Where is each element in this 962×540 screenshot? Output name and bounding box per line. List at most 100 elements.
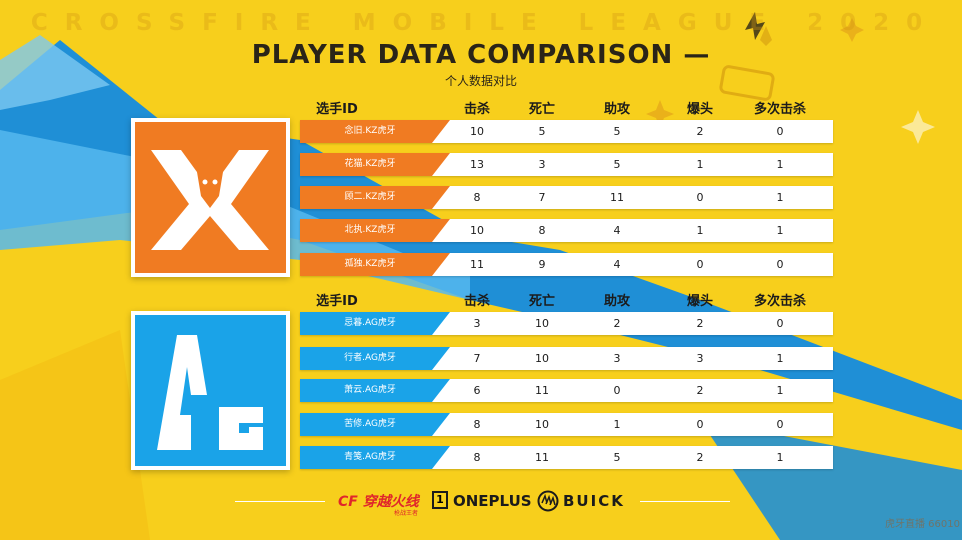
stat-assists: 1 [613,418,621,431]
stat-multi: 0 [776,125,784,138]
column-header: 多次击杀 [753,102,807,117]
player-row: 萧云.AG虎牙 6 11 0 2 1 [300,379,833,402]
column-header: 助攻 [603,294,631,309]
column-header: 多次击杀 [753,294,807,309]
stat-assists: 4 [613,224,621,237]
stat-deaths: 5 [538,125,546,138]
column-header: 击杀 [463,102,491,117]
kz-logo-icon [151,150,269,250]
footer-divider-right [640,501,730,502]
title-dash: — [683,40,711,70]
stats-header-kz: 选手ID 击杀 死亡 助攻 爆头 多次击杀 [300,98,830,117]
event-banner: CROSSFIRE MOBILE LEAGUE 2020 [30,10,940,36]
stat-kills: 7 [473,352,481,365]
player-row: 花猫.KZ虎牙 13 3 5 1 1 [300,153,833,176]
stat-assists: 5 [613,125,621,138]
stat-multi: 0 [776,258,784,271]
stat-kills: 8 [473,418,481,431]
column-header: 选手ID [316,294,358,309]
stat-assists: 5 [613,451,621,464]
stat-kills: 6 [473,384,481,397]
stat-headshots: 0 [696,191,704,204]
player-name: 萧云.AG虎牙 [300,379,450,402]
stat-assists: 4 [613,258,621,271]
page-title: PLAYER DATA COMPARISON — [0,40,962,70]
player-row: 青笺.AG虎牙 8 11 5 2 1 [300,446,833,469]
player-name: 孤独.KZ虎牙 [300,253,450,276]
player-row: 行者.AG虎牙 7 10 3 3 1 [300,347,833,370]
stat-headshots: 3 [696,352,704,365]
stat-multi: 1 [776,191,784,204]
sponsor-crossfire-logo: CF 穿越火线 [338,494,419,510]
stat-headshots: 2 [696,451,704,464]
column-header: 死亡 [528,294,556,309]
player-row: 苦修.AG虎牙 8 10 1 0 0 [300,413,833,436]
stat-kills: 10 [470,224,484,237]
stat-kills: 10 [470,125,484,138]
stat-multi: 0 [776,418,784,431]
column-header: 死亡 [528,102,556,117]
stat-assists: 5 [613,158,621,171]
player-row: 念旧.KZ虎牙 10 5 5 2 0 [300,120,833,143]
stat-deaths: 11 [535,451,549,464]
player-name: 念旧.KZ虎牙 [300,120,450,143]
stat-kills: 11 [470,258,484,271]
player-row: 北执.KZ虎牙 10 8 4 1 1 [300,219,833,242]
stat-deaths: 9 [538,258,546,271]
stat-multi: 1 [776,224,784,237]
stat-deaths: 8 [538,224,546,237]
stat-headshots: 2 [696,317,704,330]
stat-deaths: 10 [535,352,549,365]
team-logo-ag [131,311,290,470]
stat-deaths: 10 [535,418,549,431]
sponsor-footer: CF 穿越火线 枪战王者 1 ONEPLUS BUICK [0,488,962,517]
stat-multi: 1 [776,384,784,397]
stat-kills: 8 [473,191,481,204]
column-header: 选手ID [316,102,358,117]
stat-headshots: 0 [696,418,704,431]
sponsor-oneplus: ONEPLUS [453,492,532,510]
player-name: 忌暮.AG虎牙 [300,312,450,335]
column-header: 爆头 [686,102,714,117]
player-name: 行者.AG虎牙 [300,347,450,370]
oneplus-icon: 1 [432,491,448,509]
sponsor-crossfire-sub: 枪战王者 [394,510,419,517]
ag-logo-icon [157,335,263,450]
stat-assists: 11 [610,191,624,204]
player-row: 忌暮.AG虎牙 3 10 2 2 0 [300,312,833,335]
stat-headshots: 0 [696,258,704,271]
stat-multi: 1 [776,158,784,171]
stat-multi: 1 [776,451,784,464]
column-header: 爆头 [686,294,714,309]
stats-header-ag: 选手ID 击杀 死亡 助攻 爆头 多次击杀 [300,290,830,309]
sponsor-buick: BUICK [563,492,625,510]
player-name: 花猫.KZ虎牙 [300,153,450,176]
player-name: 顾二.KZ虎牙 [300,186,450,209]
stat-headshots: 1 [696,224,704,237]
player-name: 苦修.AG虎牙 [300,413,450,436]
column-header: 击杀 [463,294,491,309]
stat-assists: 0 [613,384,621,397]
stat-deaths: 10 [535,317,549,330]
stat-multi: 0 [776,317,784,330]
player-name: 北执.KZ虎牙 [300,219,450,242]
team-logo-kz [131,118,290,277]
player-row: 孤独.KZ虎牙 11 9 4 0 0 [300,253,833,276]
stat-headshots: 1 [696,158,704,171]
stat-deaths: 7 [538,191,546,204]
stat-deaths: 3 [538,158,546,171]
footer-divider-left [235,501,325,502]
page-subtitle: 个人数据对比 [444,74,517,88]
stat-headshots: 2 [696,125,704,138]
stat-kills: 3 [473,317,481,330]
buick-emblem-icon [537,490,559,512]
stat-multi: 1 [776,352,784,365]
page-title-text: PLAYER DATA COMPARISON [251,40,674,70]
stat-assists: 2 [613,317,621,330]
player-row: 顾二.KZ虎牙 8 7 11 0 1 [300,186,833,209]
column-header: 助攻 [603,102,631,117]
stat-kills: 13 [470,158,484,171]
stat-kills: 8 [473,451,481,464]
stat-deaths: 11 [535,384,549,397]
stream-watermark: 虎牙直播 66010 [885,519,960,530]
